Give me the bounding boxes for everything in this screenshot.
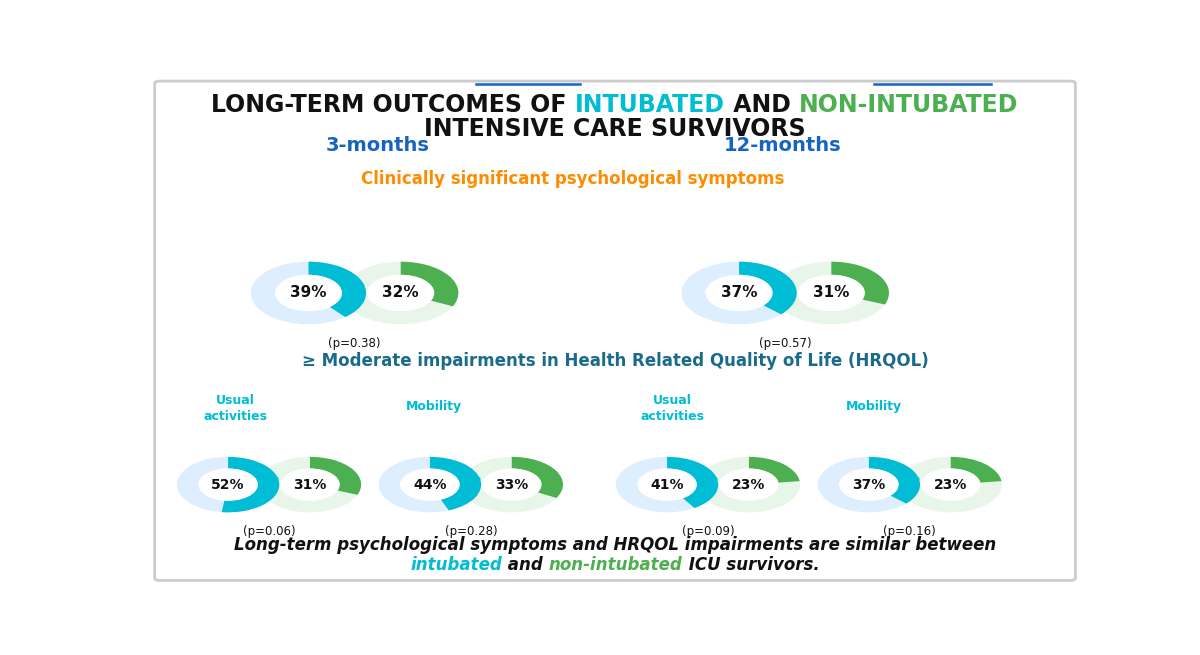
- Circle shape: [706, 275, 773, 311]
- Text: (p=0.57): (p=0.57): [758, 337, 811, 350]
- Text: AND: AND: [725, 93, 799, 117]
- Text: 52%: 52%: [211, 477, 245, 492]
- Circle shape: [839, 468, 899, 500]
- Wedge shape: [950, 457, 1002, 483]
- Wedge shape: [682, 262, 797, 324]
- Circle shape: [922, 468, 980, 500]
- Text: INTUBATED: INTUBATED: [575, 93, 725, 117]
- Text: Vs: Vs: [697, 473, 719, 491]
- Wedge shape: [697, 457, 800, 512]
- Text: ≥ Moderate impairments in Health Related Quality of Life (HRQOL): ≥ Moderate impairments in Health Related…: [301, 352, 929, 370]
- Text: Vs: Vs: [774, 282, 797, 299]
- Circle shape: [637, 468, 697, 500]
- Text: (p=0.09): (p=0.09): [682, 525, 734, 538]
- Text: NON-INTUBATED: NON-INTUBATED: [799, 93, 1019, 117]
- Circle shape: [275, 275, 342, 311]
- Wedge shape: [869, 457, 920, 504]
- Circle shape: [367, 275, 434, 311]
- Text: 12-months: 12-months: [724, 136, 841, 155]
- Wedge shape: [308, 262, 366, 317]
- Text: Clinically significant psychological symptoms: Clinically significant psychological sym…: [361, 170, 785, 189]
- Circle shape: [281, 468, 340, 500]
- Wedge shape: [176, 457, 280, 512]
- Wedge shape: [401, 262, 458, 307]
- Text: non-intubated: non-intubated: [548, 556, 683, 574]
- Text: 39%: 39%: [290, 286, 326, 301]
- Text: Vs: Vs: [899, 473, 922, 491]
- Text: Usual
activities: Usual activities: [641, 394, 704, 423]
- Wedge shape: [749, 457, 799, 483]
- Text: Usual
activities: Usual activities: [204, 394, 268, 423]
- Wedge shape: [251, 262, 366, 324]
- Wedge shape: [310, 457, 361, 495]
- Wedge shape: [832, 262, 889, 305]
- Wedge shape: [616, 457, 719, 512]
- Text: and: and: [503, 556, 548, 574]
- Text: LONG-TERM OUTCOMES OF: LONG-TERM OUTCOMES OF: [211, 93, 575, 117]
- Text: (p=0.06): (p=0.06): [242, 525, 295, 538]
- Wedge shape: [430, 457, 481, 510]
- Text: 32%: 32%: [383, 286, 419, 301]
- Circle shape: [719, 468, 779, 500]
- Text: 33%: 33%: [496, 477, 528, 492]
- Wedge shape: [222, 457, 280, 512]
- Text: (p=0.28): (p=0.28): [444, 525, 497, 538]
- Wedge shape: [739, 262, 797, 314]
- Circle shape: [482, 468, 541, 500]
- Text: 3-months: 3-months: [326, 136, 430, 155]
- Text: 23%: 23%: [934, 477, 967, 492]
- Text: (p=0.16): (p=0.16): [883, 525, 936, 538]
- Wedge shape: [461, 457, 563, 512]
- Text: (p=0.38): (p=0.38): [329, 337, 380, 350]
- Text: 23%: 23%: [732, 477, 766, 492]
- Text: intubated: intubated: [410, 556, 503, 574]
- Text: Vs: Vs: [460, 473, 482, 491]
- Wedge shape: [667, 457, 719, 508]
- Text: 44%: 44%: [413, 477, 446, 492]
- Wedge shape: [511, 457, 563, 498]
- Wedge shape: [774, 262, 889, 324]
- Wedge shape: [817, 457, 920, 512]
- Text: ICU survivors.: ICU survivors.: [683, 556, 820, 574]
- Text: Mobility: Mobility: [846, 400, 901, 413]
- Wedge shape: [379, 457, 481, 512]
- Text: Vs: Vs: [343, 282, 366, 299]
- Text: Mobility: Mobility: [406, 400, 462, 413]
- Circle shape: [198, 468, 258, 500]
- Wedge shape: [343, 262, 458, 324]
- Circle shape: [401, 468, 460, 500]
- Text: 41%: 41%: [650, 477, 684, 492]
- Text: 37%: 37%: [852, 477, 886, 492]
- Wedge shape: [259, 457, 361, 512]
- Text: 31%: 31%: [293, 477, 326, 492]
- Text: INTENSIVE CARE SURVIVORS: INTENSIVE CARE SURVIVORS: [424, 117, 806, 141]
- Wedge shape: [900, 457, 1002, 512]
- Circle shape: [798, 275, 865, 311]
- Text: Vs: Vs: [258, 473, 281, 491]
- Text: 31%: 31%: [814, 286, 850, 301]
- Text: Long-term psychological symptoms and HRQOL impairments are similar between: Long-term psychological symptoms and HRQ…: [234, 536, 996, 554]
- Text: 37%: 37%: [721, 286, 757, 301]
